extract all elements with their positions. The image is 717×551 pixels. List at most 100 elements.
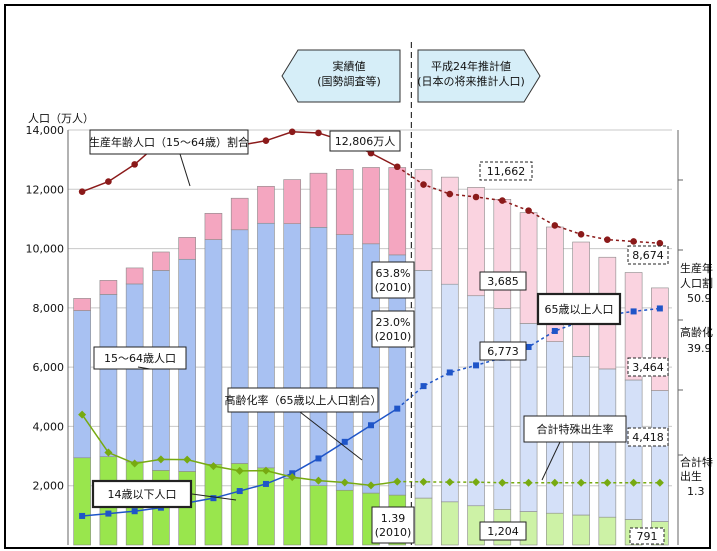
value-1204: 1,204 — [479, 521, 527, 541]
aging-rate-point — [315, 455, 322, 462]
value-3464-box — [627, 357, 669, 377]
bar-segment-child — [257, 467, 275, 546]
fertility-rate-2010-text: 1.39 — [381, 512, 406, 525]
header-projection-arrow: 平成24年推計値(日本の将来推計人口) — [417, 49, 541, 103]
bar-segment-elderly — [519, 212, 538, 324]
value-11662-box — [479, 161, 533, 181]
y-axis-label: 人口（万人） — [28, 112, 94, 125]
legend-fertility-rate-text: 合計特殊出生率 — [537, 422, 614, 436]
y-tick-label: 10,000 — [26, 243, 65, 256]
value-3685: 3,685 — [479, 271, 527, 291]
bar-segment-child — [309, 485, 328, 546]
legend-child-pop-box — [91, 479, 193, 509]
bar-segment-child — [598, 516, 617, 546]
legend-elderly-pop-text: 65歳以上人口 — [545, 303, 614, 316]
bar-segment-elderly — [73, 298, 91, 311]
fertility-rate-point — [498, 478, 507, 487]
fertility-rate-point — [603, 478, 612, 487]
bar-segment-elderly — [624, 272, 643, 381]
working-ratio-point — [288, 128, 296, 136]
legend-fertility-rate-box — [523, 415, 627, 443]
working-ratio-2010-box — [371, 261, 415, 299]
working-ratio-point — [525, 207, 532, 214]
fertility-rate-point — [209, 462, 218, 471]
bar-segment-elderly — [362, 167, 380, 245]
value-1204-box — [479, 521, 527, 541]
value-3464-text: 3,464 — [632, 361, 664, 374]
bar-segment-child — [546, 512, 564, 546]
fertility-rate-point — [577, 478, 586, 487]
fertility-rate-point — [314, 476, 323, 485]
bar-segment-elderly — [283, 179, 302, 225]
legend-fertility-rate: 合計特殊出生率 — [523, 415, 627, 443]
fertility-rate-point — [183, 455, 192, 464]
value-4418: 4,418 — [627, 427, 669, 447]
value-6773-text: 6,773 — [487, 345, 519, 358]
fertility-rate-point — [261, 466, 270, 475]
bar-segment-working — [99, 294, 118, 457]
value-6773-box — [479, 341, 527, 361]
bar-segment-working — [204, 239, 223, 465]
bar-segment-working — [467, 295, 485, 507]
value-3685-text: 3,685 — [487, 275, 519, 288]
bar-segment-working — [283, 223, 302, 479]
aging-rate-point — [368, 422, 374, 429]
fertility-rate-point — [655, 478, 664, 487]
bar-segment-elderly — [414, 169, 433, 271]
legend-working-ratio: 生産年齢人口（15〜64歳）割合 — [89, 129, 249, 155]
y-tick-label: 2,000 — [33, 480, 65, 493]
fertility-rate-point — [524, 478, 533, 487]
fertility-rate-2010-text: (2010) — [375, 526, 412, 539]
bar-segment-elderly — [309, 172, 328, 228]
legend-elderly-pop: 65歳以上人口 — [536, 292, 622, 326]
aging-rate-point — [262, 480, 269, 487]
fertility-rate-point — [130, 459, 139, 468]
legend-working-pop: 15〜64歳人口 — [93, 346, 187, 370]
aging-rate-2010: 23.0%(2010) — [371, 310, 415, 348]
aging-rate-point — [79, 512, 86, 519]
working-ratio-point — [656, 239, 664, 247]
aging-rate-2010-text: (2010) — [375, 330, 412, 343]
bar-segment-working — [309, 227, 328, 486]
legend-aging-rate-box — [227, 387, 379, 413]
aging-rate-point — [394, 405, 401, 412]
working-ratio-point — [499, 197, 506, 204]
value-791-text: 791 — [637, 530, 658, 543]
total-population-label-box — [329, 130, 401, 152]
aging-rate-point — [105, 510, 112, 517]
bar-segment-child — [283, 478, 302, 546]
working-ratio-2010-text: (2010) — [375, 281, 412, 294]
value-4418-text: 4,418 — [632, 431, 664, 444]
aging-rate-2010-box — [371, 310, 415, 348]
right-edge-label: 50.9 — [687, 292, 712, 305]
leader-line — [179, 153, 191, 187]
fertility-rate-point — [393, 477, 402, 486]
value-1204-text: 1,204 — [487, 525, 519, 538]
header-actual-arrow: 実績値(国勢調査等) — [281, 49, 401, 103]
header-projection-arrow-text: (日本の将来推計人口) — [417, 74, 525, 88]
aging-rate-point — [420, 383, 427, 390]
legend-working-pop-text: 15〜64歳人口 — [104, 352, 176, 365]
bar-segment-elderly — [125, 267, 144, 285]
legend-working-ratio-box — [89, 129, 249, 155]
right-edge-label: 人口割 — [680, 276, 713, 290]
fertility-rate-point — [104, 448, 113, 457]
axes: 2,000 4,000 6,000 8,000 10,000 12,000 14,000人口… — [26, 42, 683, 545]
value-3464: 3,464 — [627, 357, 669, 377]
header-actual-arrow-text: (国勢調査等) — [317, 74, 381, 88]
y-tick-label: 12,000 — [26, 183, 65, 196]
legend-child-pop-text: 14歳以下人口 — [108, 488, 177, 501]
bar-segment-elderly — [230, 197, 249, 231]
fertility-rate-point — [78, 410, 87, 419]
right-edge-label: 39.9 — [687, 342, 712, 355]
y-tick-label: 6,000 — [33, 361, 65, 374]
right-edge-label: 1.3 — [687, 485, 705, 498]
header-projection-arrow-shape — [417, 49, 541, 103]
bar-segment-working — [598, 368, 617, 518]
bar-segment-elderly — [204, 212, 223, 240]
aging-rate-point — [525, 343, 532, 350]
value-4418-box — [627, 427, 669, 447]
value-791: 791 — [629, 527, 665, 545]
y-tick-label: 4,000 — [33, 420, 65, 433]
